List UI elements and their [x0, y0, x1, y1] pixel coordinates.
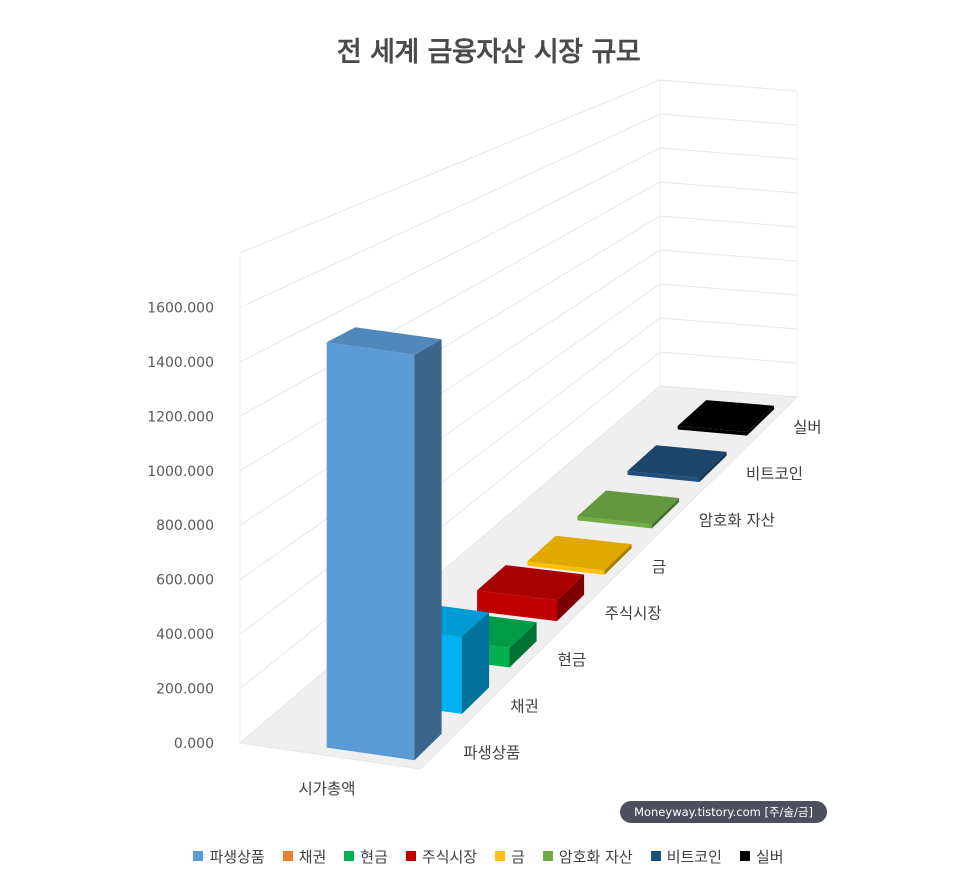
bar-top-face: [627, 445, 727, 479]
depth-axis-label: 암호화 자산: [699, 512, 775, 530]
bar-front-face: [527, 561, 605, 575]
depth-axis-label: 주식시장: [605, 605, 662, 623]
y-tick-label: 200.000: [156, 682, 214, 698]
legend-swatch: [495, 851, 506, 861]
bar-top-face: [326, 327, 442, 355]
gridline: [239, 113, 798, 308]
bar-top-face: [577, 490, 680, 525]
legend-label: 채권: [298, 847, 327, 866]
legend-item: 현금: [344, 846, 388, 867]
bar-front-face: [677, 425, 747, 436]
bar: [477, 565, 585, 622]
bar: [577, 490, 680, 529]
bar-side-face: [652, 498, 680, 529]
bar: [677, 400, 775, 436]
y-axis-tick-labels: 0.000 200.000 400.000 600.000 800.000 1000.00…: [147, 300, 214, 752]
legend-label: 파생상품: [209, 847, 265, 866]
legend-label: 현금: [360, 847, 388, 866]
legend-label: 비트코인: [666, 847, 722, 866]
depth-axis-label: 금: [652, 558, 666, 576]
y-tick-label: 1200.000: [147, 409, 214, 425]
legend-swatch: [739, 851, 750, 861]
gridline: [239, 147, 798, 363]
y-tick-label: 1400.000: [147, 355, 214, 371]
depth-axis-label: 채권: [510, 698, 539, 716]
gridline: [239, 79, 798, 254]
bar-side-face: [604, 544, 632, 575]
bar-front-face: [627, 471, 700, 482]
legend-item: 채권: [282, 846, 327, 867]
legend-item: 실버: [739, 846, 784, 867]
x-axis-category-label: 시가총액: [298, 780, 355, 798]
legend-label: 금: [511, 847, 525, 866]
legend-item: 파생상품: [193, 846, 265, 867]
legend-swatch: [650, 851, 661, 861]
chart-bars: [326, 327, 775, 761]
chart-legend: 파생상품 채권 현금 주식시장 금 암호화 자산 비트코인 실버: [0, 844, 977, 868]
bar-side-face: [747, 405, 775, 436]
legend-item: 암호화 자산: [542, 846, 633, 867]
bar-side-face: [557, 574, 585, 622]
y-tick-label: 1600.000: [147, 300, 214, 316]
bar-front-face: [577, 516, 652, 529]
depth-axis-label: 실버: [793, 419, 822, 437]
depth-axis-label: 현금: [558, 651, 587, 669]
depth-axis-label: 파생상품: [463, 744, 520, 762]
depth-axis-labels: 파생상품 채권 현금 주식시장 금 암호화 자산 비트코인 실버: [463, 419, 821, 762]
bar-side-face: [509, 622, 537, 668]
y-tick-label: 400.000: [156, 627, 214, 643]
bar-top-face: [527, 535, 632, 571]
bar-side-face: [699, 451, 727, 482]
legend-item: 주식시장: [405, 846, 478, 867]
bar-top-face: [677, 400, 775, 432]
legend-item: 금: [495, 846, 525, 867]
chart-title: 전 세계 금융자산 시장 규모: [336, 37, 641, 68]
watermark-badge: Moneyway.tistory.com [주/술/금]: [620, 801, 827, 823]
bar-top-face: [477, 565, 585, 601]
legend-swatch: [282, 851, 293, 861]
legend-label: 암호화 자산: [558, 847, 633, 866]
depth-axis-label: 비트코인: [746, 465, 803, 483]
bar-side-face: [414, 339, 442, 761]
legend-swatch: [344, 851, 355, 861]
bar: [627, 445, 727, 482]
bar: [527, 535, 632, 575]
back-wall: [659, 79, 798, 398]
bar-front-face: [326, 342, 415, 761]
y-tick-label: 600.000: [156, 573, 214, 589]
y-tick-label: 0.000: [174, 736, 214, 752]
legend-swatch: [542, 851, 553, 861]
bar-front-face: [477, 590, 557, 622]
legend-swatch: [405, 851, 416, 861]
legend-item: 비트코인: [650, 846, 722, 867]
bar: [326, 327, 442, 761]
bar-side-face: [462, 612, 490, 714]
y-tick-label: 800.000: [156, 518, 214, 534]
y-tick-label: 1000.000: [147, 464, 214, 480]
legend-swatch: [193, 851, 204, 861]
legend-label: 주식시장: [421, 847, 478, 866]
legend-label: 실버: [755, 847, 784, 866]
